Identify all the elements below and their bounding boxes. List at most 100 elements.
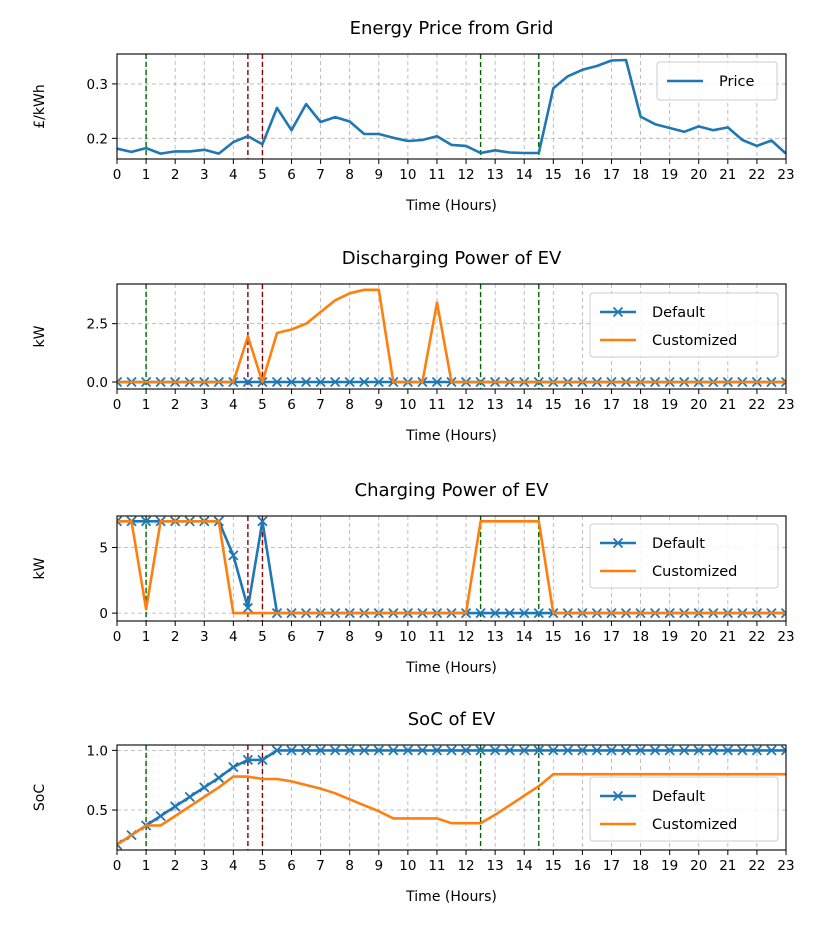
x-tick-label: 23	[777, 858, 794, 874]
x-tick-label: 7	[316, 858, 325, 874]
data-point-default	[257, 754, 268, 766]
data-point-default	[679, 745, 690, 756]
data-point-default	[519, 745, 530, 756]
y-tick-label: 0.0	[87, 375, 108, 391]
x-tick-label: 12	[457, 629, 474, 645]
x-marker-stroke	[431, 745, 443, 756]
x-marker-stroke	[489, 745, 501, 756]
x-tick-label: 18	[632, 167, 649, 183]
x-tick-label: 15	[545, 858, 562, 874]
x-marker-stroke	[300, 376, 312, 388]
data-point-default	[271, 745, 283, 756]
x-marker-stroke	[489, 607, 501, 619]
data-point-default	[780, 607, 786, 619]
x-marker-stroke	[446, 745, 457, 756]
x-marker-stroke	[612, 790, 624, 802]
x-marker-stroke	[373, 376, 384, 388]
x-tick-label: 7	[316, 629, 325, 645]
data-point-default	[242, 376, 254, 388]
x-tick-label: 2	[171, 629, 180, 645]
legend-box	[656, 61, 778, 101]
axes-frame	[116, 515, 787, 622]
series-line-customized	[117, 772, 786, 846]
y-axis-label: £/kWh	[32, 84, 48, 128]
data-point-default	[117, 376, 123, 388]
x-tick-label: 11	[428, 858, 445, 874]
data-point-default	[591, 745, 603, 756]
x-tick-label: 20	[690, 167, 707, 183]
legend: Default Customized	[589, 523, 779, 589]
panel-4: 0 1 2 3 4 5 6 7 8 9 10 11 12 13 14 15 16 17 18 19 20 21 22 230.…	[32, 709, 795, 905]
data-point-default	[184, 791, 195, 803]
x-marker-stroke	[722, 745, 733, 756]
x-marker-stroke	[257, 754, 268, 766]
x-tick-label: 0	[113, 629, 122, 645]
x-tick-label: 3	[200, 397, 209, 413]
series-group	[117, 516, 786, 619]
data-point-default	[286, 745, 297, 756]
x-marker-stroke	[664, 745, 675, 756]
x-marker-stroke	[620, 745, 632, 756]
x-axis-label: Time (Hours)	[405, 428, 497, 444]
data-point-default	[780, 376, 786, 388]
data-point-default	[431, 376, 443, 388]
x-marker-stroke	[315, 376, 326, 388]
x-marker-stroke	[577, 745, 588, 756]
x-tick-label: 21	[719, 629, 736, 645]
x-tick-label: 23	[777, 397, 794, 413]
data-point-default	[213, 772, 224, 783]
panel-3: 0 1 2 3 4 5 6 7 8 9 10 11 12 13 14 15 16 17 18 19 20 21 22 2305…	[32, 480, 795, 676]
legend-label: Customized	[652, 817, 737, 833]
data-point-default	[693, 745, 704, 756]
x-tick-label: 23	[777, 629, 794, 645]
data-point-default	[199, 782, 210, 793]
x-marker-stroke	[780, 611, 786, 619]
x-marker-stroke	[286, 745, 297, 756]
x-marker-stroke	[402, 745, 414, 756]
x-tick-label: 11	[428, 397, 445, 413]
legend-marker	[612, 306, 624, 318]
x-tick-label: 17	[603, 167, 620, 183]
x-tick-label: 7	[316, 167, 325, 183]
x-tick-label: 3	[200, 858, 209, 874]
axes-frame	[116, 53, 787, 160]
x-tick-label: 15	[545, 167, 562, 183]
y-tick-label: 1.0	[87, 743, 108, 759]
x-tick-label: 6	[287, 397, 296, 413]
y-tick-label: 2.5	[87, 317, 108, 333]
data-point-default	[315, 376, 326, 388]
y-tick-label: 0.2	[87, 131, 108, 147]
x-marker-stroke	[199, 782, 210, 793]
axes-frame	[116, 744, 787, 851]
data-point-default	[504, 745, 515, 756]
legend-box	[589, 523, 779, 589]
x-marker-stroke	[373, 745, 384, 756]
x-marker-stroke	[780, 745, 786, 752]
x-marker-stroke	[344, 376, 355, 388]
y-tick-label: 0	[99, 606, 108, 622]
data-point-default	[359, 745, 370, 756]
data-point-default	[664, 745, 675, 756]
x-tick-label: 10	[399, 397, 416, 413]
x-marker-stroke	[533, 745, 544, 756]
x-tick-label: 19	[661, 858, 678, 874]
x-marker-stroke	[242, 376, 254, 388]
x-marker-stroke	[242, 602, 254, 614]
x-tick-label: 22	[748, 167, 765, 183]
series-group	[117, 288, 786, 388]
data-point-default	[373, 376, 384, 388]
x-marker-stroke	[649, 745, 661, 756]
legend-label: Customized	[652, 564, 737, 580]
chart-title: Discharging Power of EV	[342, 248, 562, 269]
panel-1: 0 1 2 3 4 5 6 7 8 9 10 11 12 13 14 15 16 17 18 19 20 21 22 230.…	[32, 18, 795, 214]
x-tick-label: 21	[719, 167, 736, 183]
y-axis-label: kW	[32, 557, 48, 579]
x-tick-label: 5	[258, 167, 267, 183]
x-tick-label: 6	[287, 629, 296, 645]
x-tick-label: 23	[777, 167, 794, 183]
x-tick-label: 2	[171, 858, 180, 874]
x-marker-stroke	[533, 607, 544, 619]
data-point-default	[475, 745, 486, 756]
data-point-default	[766, 745, 777, 756]
data-point-default	[751, 745, 763, 756]
